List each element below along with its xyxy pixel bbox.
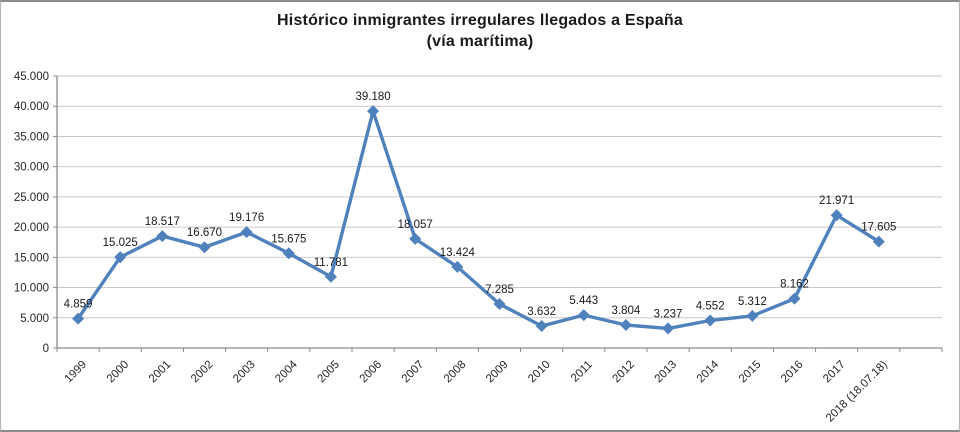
x-tick-label: 2015	[737, 359, 764, 386]
y-tick-label: 0	[43, 343, 49, 355]
x-tick-label: 2005	[315, 359, 342, 386]
chart-title-block: Histórico inmigrantes irregulares llegad…	[1, 10, 959, 52]
chart-title: Histórico inmigrantes irregulares llegad…	[277, 12, 683, 29]
data-point-marker	[240, 226, 253, 239]
x-tick-label: 2000	[105, 359, 132, 386]
data-point-marker	[662, 322, 675, 335]
data-point-marker	[409, 232, 422, 245]
data-point-label: 15.025	[103, 237, 138, 249]
data-point-label: 4.552	[696, 300, 725, 312]
x-tick-label: 2006	[358, 359, 385, 386]
data-point-marker	[198, 241, 211, 254]
data-point-marker	[493, 297, 506, 310]
data-point-label: 16.670	[187, 227, 222, 239]
data-point-label: 11.781	[314, 257, 348, 269]
y-tick-label: 35.000	[14, 131, 49, 143]
data-point-marker	[451, 260, 464, 273]
x-tick-label: 2001	[147, 359, 174, 386]
data-point-label: 19.176	[229, 212, 264, 224]
data-point-marker	[114, 251, 127, 264]
data-point-marker	[788, 292, 801, 305]
x-tick-label: 2002	[189, 359, 216, 386]
x-tick-label: 2003	[231, 359, 258, 386]
x-tick-label: 2007	[400, 359, 427, 386]
data-point-marker	[156, 230, 169, 243]
y-tick-label: 25.000	[14, 192, 49, 204]
data-point-label: 18.517	[145, 216, 180, 228]
x-tick-label: 2016	[779, 359, 806, 386]
data-point-marker	[324, 270, 337, 283]
data-point-label: 7.285	[485, 284, 514, 296]
x-tick-label: 2008	[442, 359, 469, 386]
data-point-marker	[619, 318, 632, 332]
x-tick-label: 1999	[63, 359, 90, 386]
data-point-marker	[872, 235, 885, 248]
data-point-marker	[577, 309, 590, 322]
data-point-marker	[704, 314, 717, 327]
data-point-label: 3.804	[612, 305, 641, 317]
y-tick-label: 40.000	[14, 101, 49, 113]
x-tick-label: 2013	[653, 359, 680, 386]
data-point-label: 5.312	[738, 296, 767, 308]
x-tick-label: 2009	[484, 359, 511, 386]
data-point-marker	[367, 105, 380, 118]
y-tick-label: 20.000	[14, 222, 49, 234]
data-point-label: 17.605	[861, 222, 896, 234]
x-tick-label: 2012	[610, 359, 637, 386]
x-tick-label: 2004	[273, 358, 300, 385]
data-point-label: 21.971	[819, 195, 854, 207]
data-point-marker	[72, 312, 85, 325]
y-tick-label: 5.000	[20, 313, 49, 325]
x-tick-label: 2010	[526, 359, 553, 386]
y-tick-label: 30.000	[14, 162, 49, 174]
y-tick-label: 15.000	[14, 252, 49, 264]
data-point-marker	[830, 209, 843, 222]
series-line	[76, 109, 881, 331]
x-tick-label: 2017	[821, 359, 848, 386]
data-point-label: 13.424	[440, 247, 476, 259]
data-point-marker	[746, 309, 759, 322]
y-tick-label: 10.000	[14, 283, 49, 295]
data-point-label: 39.180	[355, 91, 390, 103]
chart-subtitle: (vía marítima)	[426, 33, 534, 50]
x-tick-label: 2014	[695, 358, 722, 385]
data-point-label: 8.162	[780, 279, 809, 291]
x-tick-label: 2011	[569, 359, 595, 385]
data-point-label: 18.057	[398, 219, 433, 231]
data-point-label: 3.632	[527, 306, 556, 318]
data-point-marker	[535, 320, 548, 333]
y-tick-label: 45.000	[14, 71, 49, 83]
data-point-label: 15.675	[271, 233, 306, 245]
data-point-marker	[282, 247, 295, 260]
data-point-label: 5.443	[569, 295, 598, 307]
data-point-label: 4.859	[64, 299, 93, 311]
data-point-label: 3.237	[654, 308, 683, 320]
